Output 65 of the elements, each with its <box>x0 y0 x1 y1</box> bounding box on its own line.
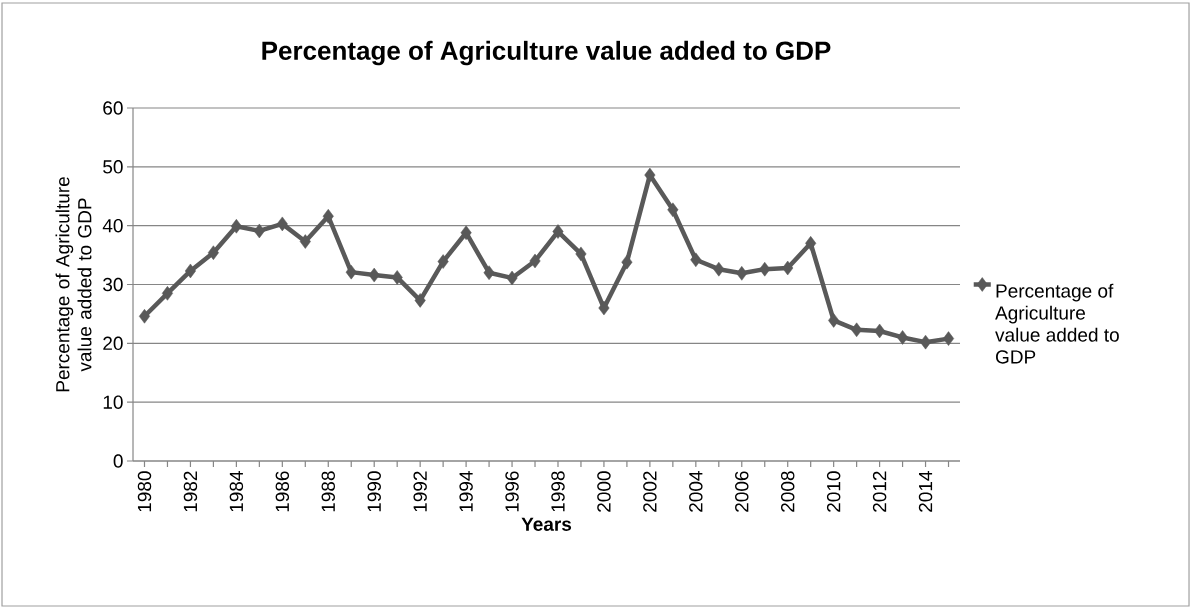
x-tick-label: 1998 <box>551 471 565 512</box>
y-tick-label: 20 <box>103 336 123 351</box>
x-tick-label: 1980 <box>137 471 152 512</box>
x-tick-label: 2008 <box>780 471 795 512</box>
point <box>782 260 794 276</box>
x-tick-label: 1988 <box>321 471 335 512</box>
y-tick-label: 40 <box>102 218 123 233</box>
point <box>828 313 840 328</box>
point <box>529 253 541 269</box>
point <box>506 270 518 286</box>
point <box>667 202 679 218</box>
point <box>851 322 863 338</box>
point <box>391 270 403 285</box>
y-tick-label: 10 <box>103 395 123 409</box>
point <box>207 245 219 260</box>
point <box>184 263 196 279</box>
x-tick-label: 1984 <box>229 471 244 512</box>
point <box>368 267 380 283</box>
x-tick-label: 1996 <box>505 471 519 512</box>
x-tick-label: 1994 <box>459 471 473 512</box>
y-axis-title: Percentage of Agriculture value added to GDP <box>55 177 92 392</box>
point <box>920 334 932 350</box>
point <box>736 266 748 281</box>
x-axis-title: Years <box>521 517 572 531</box>
point <box>874 323 886 339</box>
x-tick-label: 2002 <box>643 471 657 512</box>
point <box>621 254 633 270</box>
point <box>230 219 242 234</box>
point <box>805 236 817 251</box>
y-tick-label: 50 <box>103 160 123 174</box>
x-tick-label: 1990 <box>367 471 381 512</box>
x-tick-label: 2006 <box>735 471 749 512</box>
point <box>276 216 288 232</box>
point <box>299 234 311 249</box>
point <box>713 261 725 277</box>
y-tick-label: 30 <box>103 277 123 292</box>
point <box>483 265 495 280</box>
chart-title: Percentage of Agriculture value added to GDP <box>262 40 831 66</box>
x-tick-label: 2000 <box>597 471 611 512</box>
point <box>759 261 771 277</box>
point <box>161 286 173 301</box>
y-tick-label: 60 <box>103 101 123 115</box>
point <box>690 252 702 268</box>
y-tick-label: 0 <box>113 454 123 468</box>
x-tick-label: 2014 <box>918 471 933 512</box>
point <box>138 309 150 324</box>
point <box>943 331 955 346</box>
point <box>253 223 265 239</box>
point <box>897 330 909 345</box>
x-tick-label: 2004 <box>689 471 703 512</box>
point <box>345 264 357 280</box>
point <box>437 254 449 269</box>
point <box>322 209 334 224</box>
x-tick-label: 2010 <box>826 471 841 512</box>
point <box>552 224 564 239</box>
x-tick-label: 1992 <box>413 471 427 512</box>
point <box>460 225 472 240</box>
x-tick-label: 1982 <box>183 471 198 512</box>
x-tick-label: 2012 <box>872 471 887 512</box>
x-tick-label: 1986 <box>275 471 290 512</box>
point <box>598 300 610 316</box>
point <box>414 293 426 308</box>
legend-label: Percentage of Agriculture value added to GDP <box>995 283 1119 364</box>
point <box>575 246 587 262</box>
point <box>644 167 656 183</box>
